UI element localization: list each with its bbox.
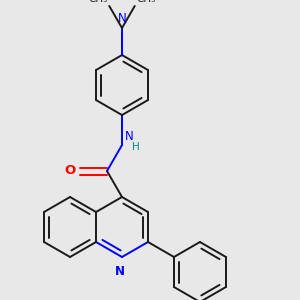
Text: N: N [125,130,134,143]
Text: N: N [115,265,125,278]
Text: CH₃: CH₃ [88,0,107,4]
Text: CH₃: CH₃ [137,0,156,4]
Text: N: N [118,12,126,25]
Text: H: H [132,142,140,152]
Text: O: O [65,164,76,176]
